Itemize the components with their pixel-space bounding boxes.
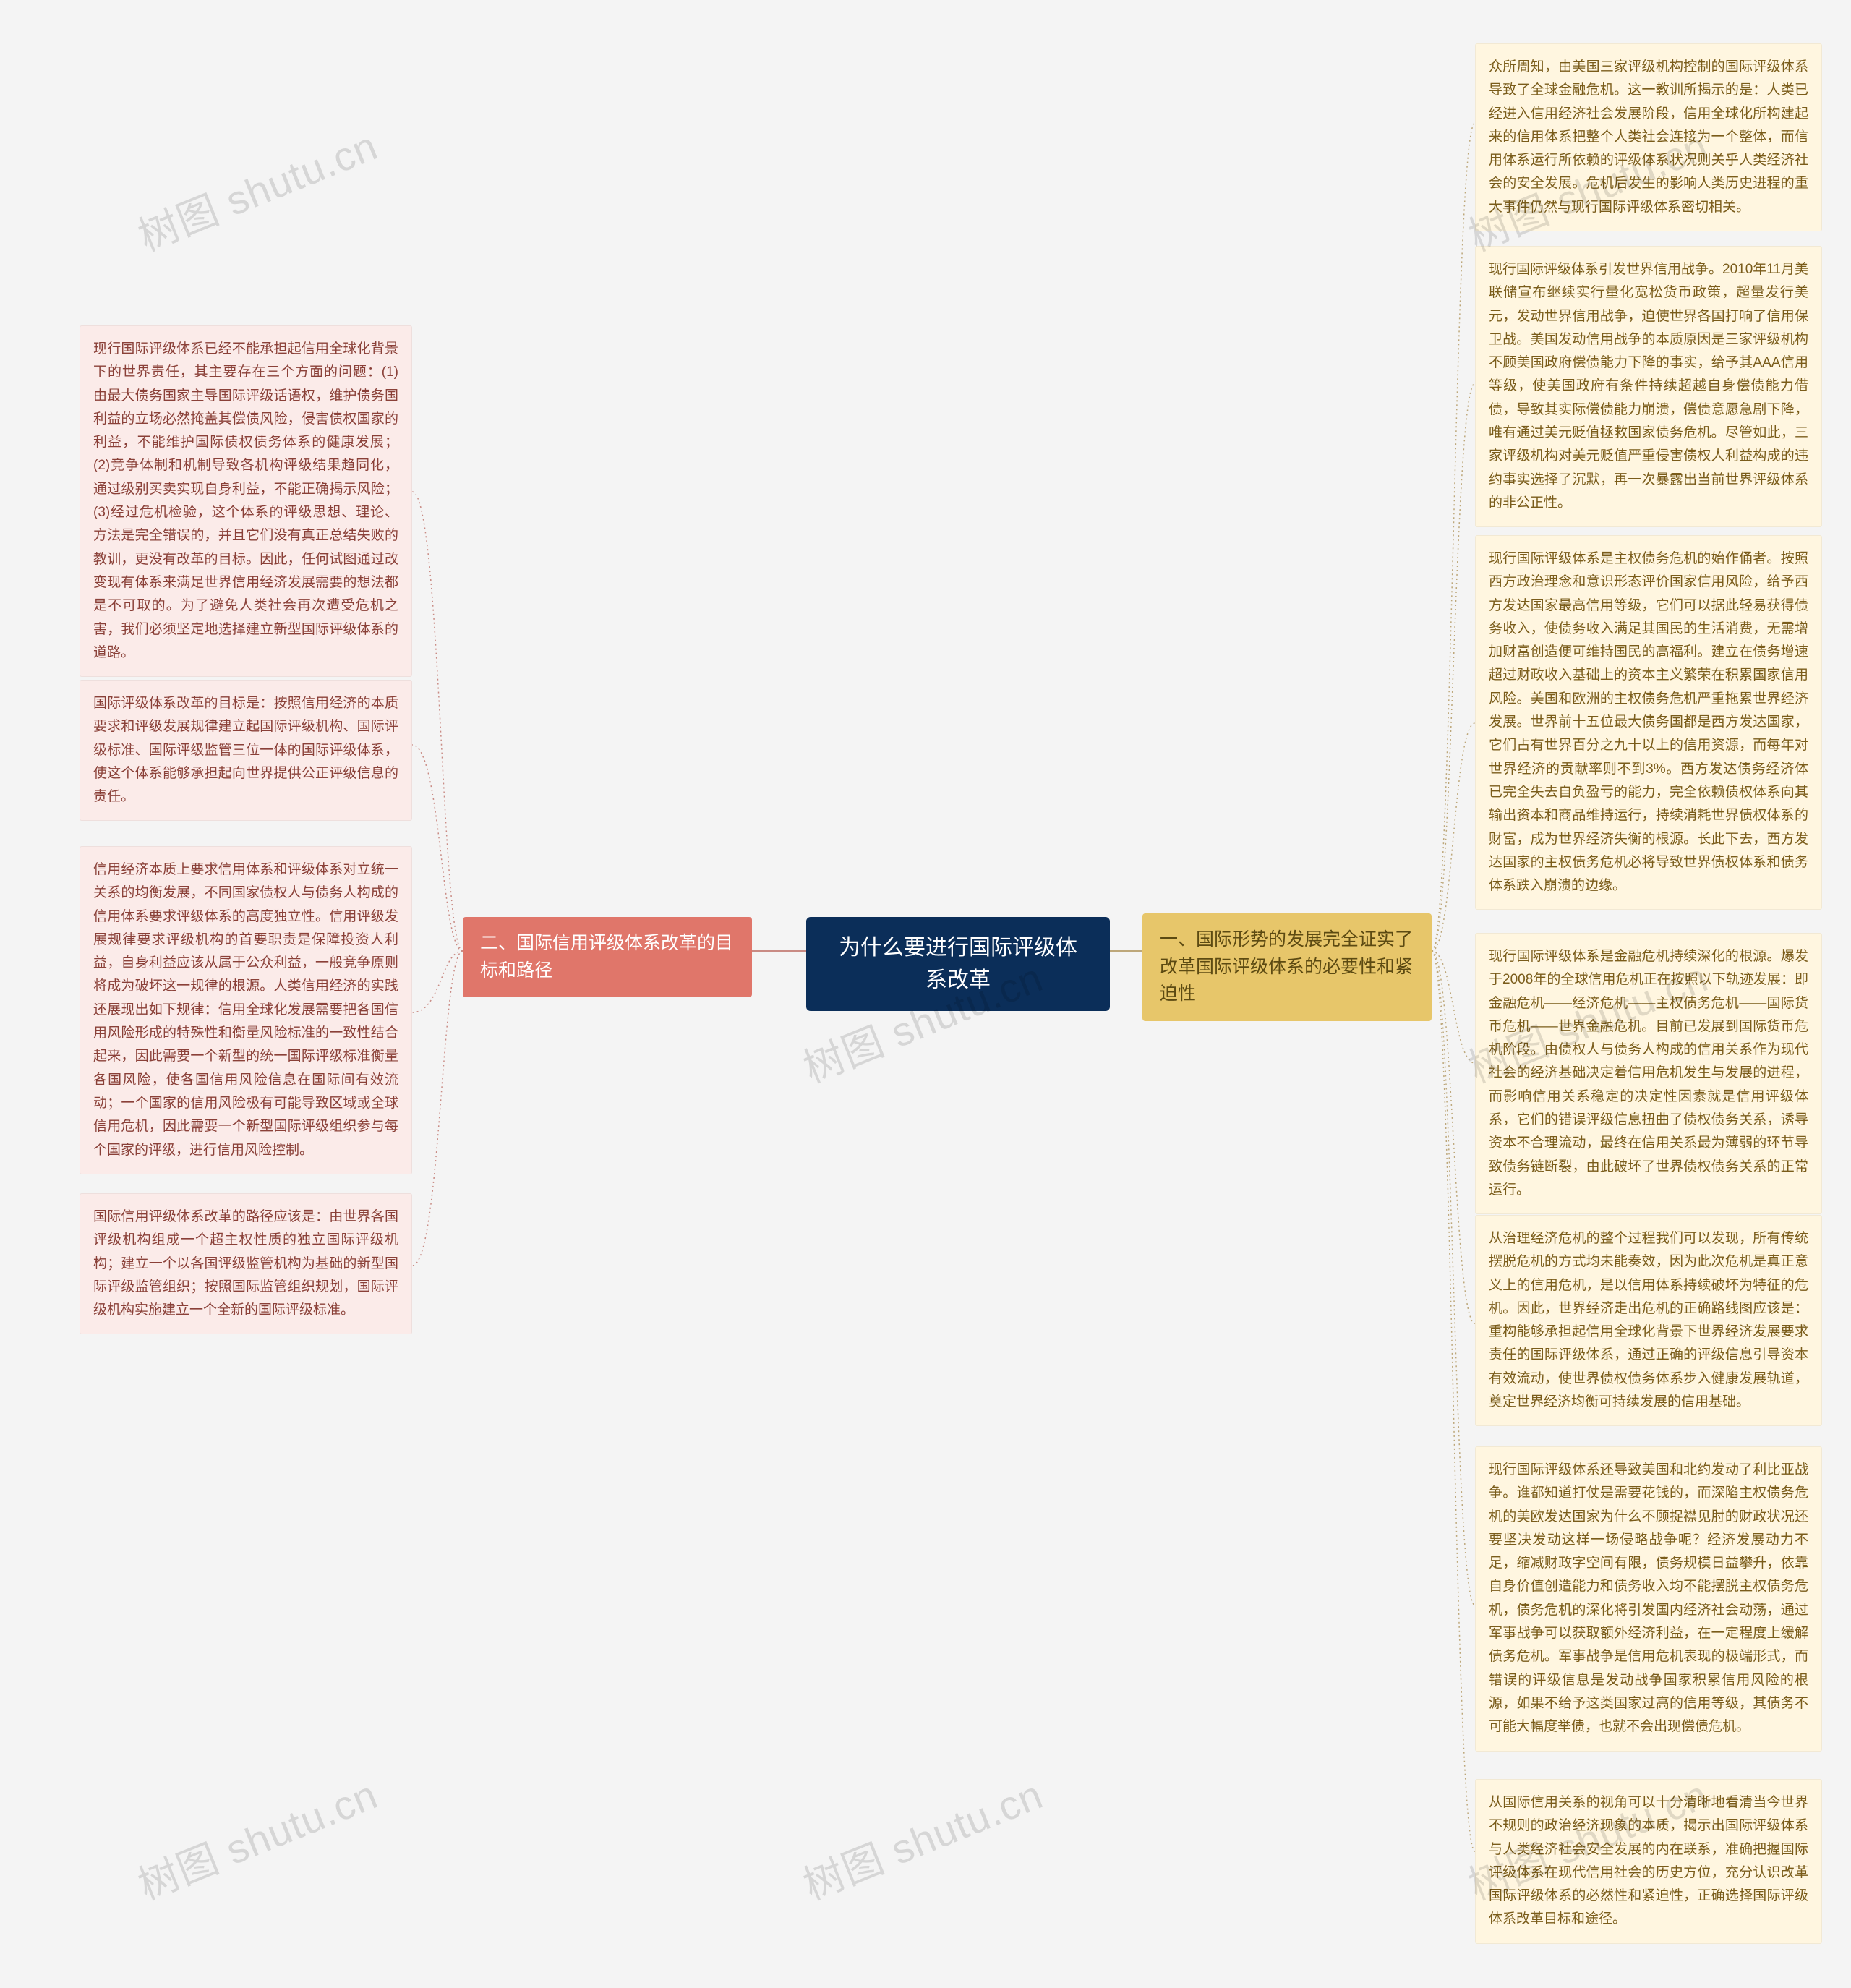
leaf-right-4[interactable]: 从治理经济危机的整个过程我们可以发现，所有传统摆脱危机的方式均未能奏效，因为此次… xyxy=(1475,1215,1822,1426)
leaf-left-0[interactable]: 现行国际评级体系已经不能承担起信用全球化背景下的世界责任，其主要存在三个方面的问… xyxy=(80,325,412,677)
leaf-left-1[interactable]: 国际评级体系改革的目标是：按照信用经济的本质要求和评级发展规律建立起国际评级机构… xyxy=(80,680,412,821)
leaf-right-6[interactable]: 从国际信用关系的视角可以十分清晰地看清当今世界不规则的政治经济现象的本质，揭示出… xyxy=(1475,1779,1822,1944)
mindmap-canvas: 树图 shutu.cn 树图 shutu.cn 树图 shutu.cn 树图 s… xyxy=(0,0,1851,1988)
leaf-left-3[interactable]: 国际信用评级体系改革的路径应该是：由世界各国评级机构组成一个超主权性质的独立国际… xyxy=(80,1193,412,1334)
root-node[interactable]: 为什么要进行国际评级体系改革 xyxy=(806,917,1110,1011)
leaf-left-2[interactable]: 信用经济本质上要求信用体系和评级体系对立统一关系的均衡发展，不同国家债权人与债务… xyxy=(80,846,412,1174)
watermark: 树图 shutu.cn xyxy=(129,114,385,263)
leaf-right-5[interactable]: 现行国际评级体系还导致美国和北约发动了利比亚战争。谁都知道打仗是需要花钱的，而深… xyxy=(1475,1446,1822,1752)
leaf-right-2[interactable]: 现行国际评级体系是主权债务危机的始作俑者。按照西方政治理念和意识形态评价国家信用… xyxy=(1475,535,1822,910)
branch-left[interactable]: 二、国际信用评级体系改革的目标和路径 xyxy=(463,917,752,997)
watermark: 树图 shutu.cn xyxy=(129,1762,385,1911)
branch-right[interactable]: 一、国际形势的发展完全证实了改革国际评级体系的必要性和紧迫性 xyxy=(1142,913,1432,1021)
leaf-right-1[interactable]: 现行国际评级体系引发世界信用战争。2010年11月美联储宣布继续实行量化宽松货币… xyxy=(1475,246,1822,527)
leaf-right-3[interactable]: 现行国际评级体系是金融危机持续深化的根源。爆发于2008年的全球信用危机正在按照… xyxy=(1475,933,1822,1214)
watermark: 树图 shutu.cn xyxy=(794,1762,1051,1911)
leaf-right-0[interactable]: 众所周知，由美国三家评级机构控制的国际评级体系导致了全球金融危机。这一教训所揭示… xyxy=(1475,43,1822,231)
